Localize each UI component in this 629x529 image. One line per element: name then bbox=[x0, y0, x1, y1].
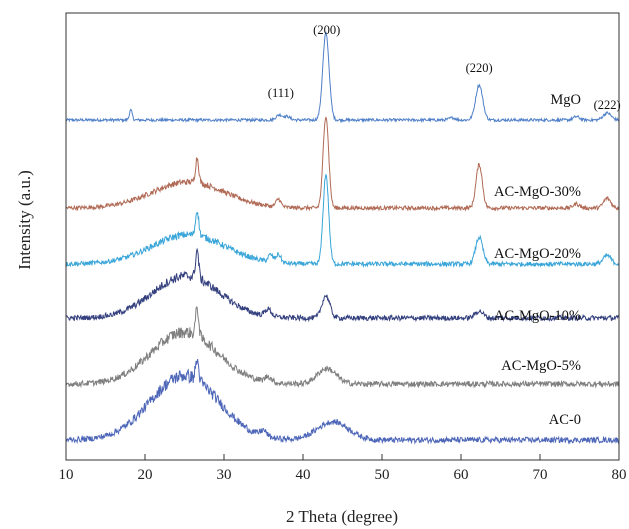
peak-label: (222) bbox=[594, 98, 621, 112]
y-axis-title: Intensity (a.u.) bbox=[15, 170, 34, 270]
x-tick-label: 20 bbox=[138, 467, 153, 483]
series-line-ac-mgo-20- bbox=[65, 173, 620, 268]
x-tick-label: 50 bbox=[375, 467, 390, 483]
series-line-ac-mgo-10- bbox=[65, 247, 620, 323]
curve-label: AC-MgO-30% bbox=[494, 184, 581, 200]
peak-label: (220) bbox=[466, 61, 493, 75]
x-tick-label: 70 bbox=[533, 467, 548, 483]
curves-layer bbox=[65, 31, 620, 445]
x-axis-title: 2 Theta (degree) bbox=[286, 507, 398, 526]
peak-labels: (111) (200) (220) (222) bbox=[268, 23, 621, 112]
x-axis-ticks: 10 20 30 40 50 60 70 80 bbox=[59, 454, 627, 483]
series-line-ac-mgo-5- bbox=[65, 306, 620, 389]
x-tick-label: 80 bbox=[612, 467, 627, 483]
x-tick-label: 40 bbox=[296, 467, 311, 483]
curve-label: AC-0 bbox=[549, 412, 581, 428]
series-line-ac-mgo-30- bbox=[65, 116, 620, 212]
curve-label: AC-MgO-10% bbox=[494, 308, 581, 324]
x-tick-label: 60 bbox=[454, 467, 469, 483]
curve-labels: MgO AC-MgO-30% AC-MgO-20% AC-MgO-10% AC-MgO-… bbox=[494, 92, 581, 428]
curve-label: AC-MgO-5% bbox=[501, 358, 581, 374]
x-tick-label: 30 bbox=[217, 467, 232, 483]
peak-label: (200) bbox=[313, 23, 340, 37]
peak-label: (111) bbox=[268, 86, 294, 100]
plot-frame bbox=[65, 12, 620, 461]
curve-label: AC-MgO-20% bbox=[494, 246, 581, 262]
series-line-ac-0 bbox=[65, 359, 620, 445]
series-line-mgo bbox=[65, 31, 620, 124]
x-tick-label: 10 bbox=[59, 467, 74, 483]
curve-label: MgO bbox=[550, 92, 581, 108]
